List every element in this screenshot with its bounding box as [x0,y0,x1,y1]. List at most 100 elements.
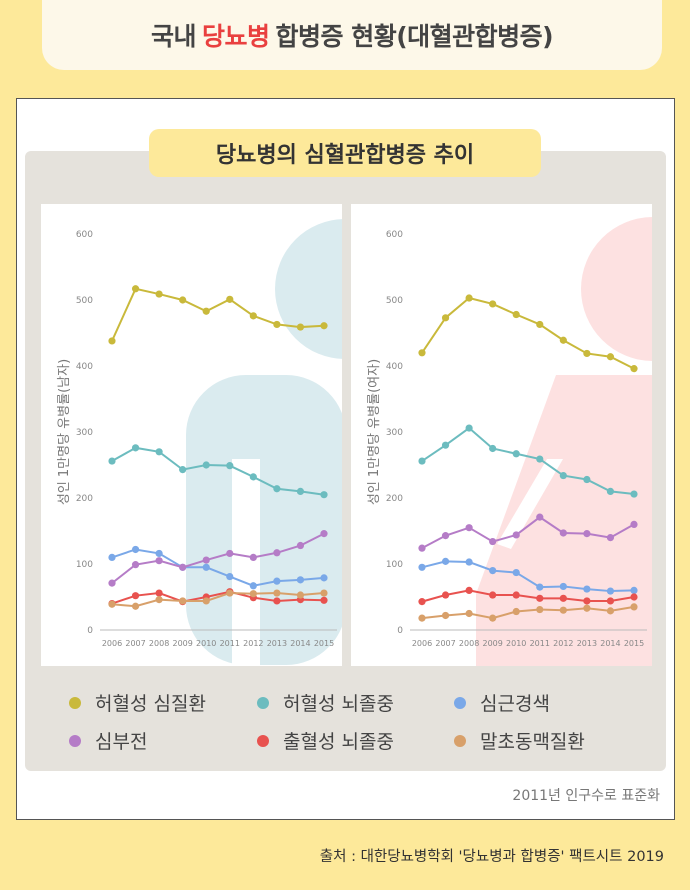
chart1-series-1-point [418,457,426,465]
chart1-series-0-point [630,365,638,373]
chart1-series-3-point [559,529,567,537]
chart1-series-0-point [536,320,544,329]
chart0-series-line-3 [111,532,325,584]
chart1-series-2-point [583,585,591,593]
chart1-x-tick-label: 2010 [506,639,526,648]
chart0-x-tick-label: 2007 [125,639,145,648]
chart0-series-1-point [155,448,163,456]
chart0-series-3-point [273,549,281,557]
chart1-series-2-point [536,583,544,591]
chart0-series-3-point [179,563,187,571]
chart1-series-0-point [512,310,520,319]
chart0-series-5-point [108,600,116,608]
chart0-y-tick-label: 100 [76,560,93,570]
chart1-series-2-point [418,563,426,571]
chart-card: 당뇨병의 심혈관합병증 추이 0 100 200 300 400 500 600 2006 20… [16,98,675,820]
chart1-series-5-point [465,609,473,618]
chart1-series-1-point [583,475,591,484]
chart0-x-tick-label: 2011 [220,639,240,648]
chart1-series-5-point [512,607,520,616]
chart0-x-tick-label: 2013 [267,639,287,648]
chart1-x-tick-label: 2014 [600,639,620,648]
chart1-series-4-point [418,598,426,606]
chart0-series-0-point [131,285,140,293]
chart0-series-0-point [179,296,187,304]
chart0-series-2-point [296,576,305,584]
chart1-x-tick-label: 2006 [412,639,432,648]
chart0-y-tick-label: 300 [76,428,93,438]
chart1-series-line-5 [421,605,635,620]
chart1-series-0-point [489,300,497,308]
chart0-series-4-point [273,597,281,605]
chart0-y-tick-label: 400 [76,362,93,372]
chart1-series-3-point [465,524,473,532]
chart0-series-2-point [131,545,140,554]
female-chart: 0 100 200 300 400 500 600 2006 2007 2008 2009 2010 2… [367,217,652,666]
chart1-series-4-point [536,594,544,602]
chart1-series-5-point [441,611,450,620]
chart0-series-0-point [320,322,328,330]
chart0-series-1-point [320,491,328,499]
chart0-series-3-point [249,553,257,561]
chart1-series-5-point [536,605,544,614]
chart0-series-1-point [202,461,210,469]
chart1-series-line-0 [421,296,635,370]
chart1-series-4-point [489,591,497,599]
male-chart-panel: 0 100 200 300 400 500 600 2006 2007 2008 2009 2010 2… [41,204,342,666]
chart1-series-3-point [418,544,426,552]
standardization-note: 2011년 인구수로 표준화 [512,788,660,804]
chart1-x-tick-label: 2013 [577,639,597,648]
chart0-x-tick-label: 2014 [290,639,310,648]
chart0-series-2-point [320,574,328,582]
legend-label: 심근경색 [480,693,550,715]
chart0-series-5-point [273,589,281,597]
legend-dot-icon [454,696,466,709]
chart0-series-0-point [202,307,210,315]
chart0-series-4-point [155,589,163,597]
chart0-series-0-point [226,295,234,303]
chart0-series-1-point [226,462,234,470]
title-highlight: 당뇨병 [201,22,270,51]
chart1-x-tick-label: 2012 [553,639,573,648]
chart0-series-3-point [320,530,328,538]
chart1-y-tick-label: 300 [386,428,403,438]
chart0-series-1-point [296,487,305,495]
legend-dot-icon [454,734,466,747]
chart0-series-line-1 [111,446,325,496]
chart1-x-tick-label: 2015 [624,639,644,648]
chart1-series-3-point [606,534,615,542]
chart0-y-tick-label: 0 [87,626,93,636]
chart0-series-3-point [155,557,163,565]
chart0-series-2-point [108,553,116,561]
chart0-x-tick-label: 2006 [102,639,122,648]
chart1-series-2-point [441,557,450,565]
chart0-x-tick-label: 2015 [314,639,334,648]
chart1-series-line-4 [421,589,635,603]
chart1-series-line-3 [421,515,635,550]
legend-item: 심부전 [69,727,147,754]
chart0-series-2-point [249,582,257,590]
chart1-series-3-point [441,532,450,540]
chart1-series-1-point [489,444,497,453]
chart1-y-tick-label: 500 [386,296,403,306]
chart0-x-tick-label: 2010 [196,639,216,648]
chart0-y-tick-label: 600 [76,230,93,240]
chart0-series-2-point [226,572,234,581]
legend-item: 심근경색 [454,689,550,716]
chart0-series-0-point [108,337,116,345]
legend-dot-icon [257,734,269,747]
chart1-x-tick-label: 2011 [530,639,550,648]
chart1-series-3-point [512,531,520,539]
chart0-series-3-point [202,556,210,564]
chart0-series-3-point [108,579,116,587]
chart1-series-1-point [441,441,450,449]
legend-item: 출혈성 뇌졸중 [257,727,394,754]
chart0-series-5-point [179,597,187,605]
chart0-series-0-point [273,320,281,329]
chart1-series-0-point [465,294,473,302]
chart1-x-tick-label: 2008 [459,639,479,648]
chart0-series-2-point [202,563,210,571]
chart0-series-1-point [108,457,116,465]
chart0-series-3-point [226,549,234,558]
chart1-series-5-point [606,607,615,615]
